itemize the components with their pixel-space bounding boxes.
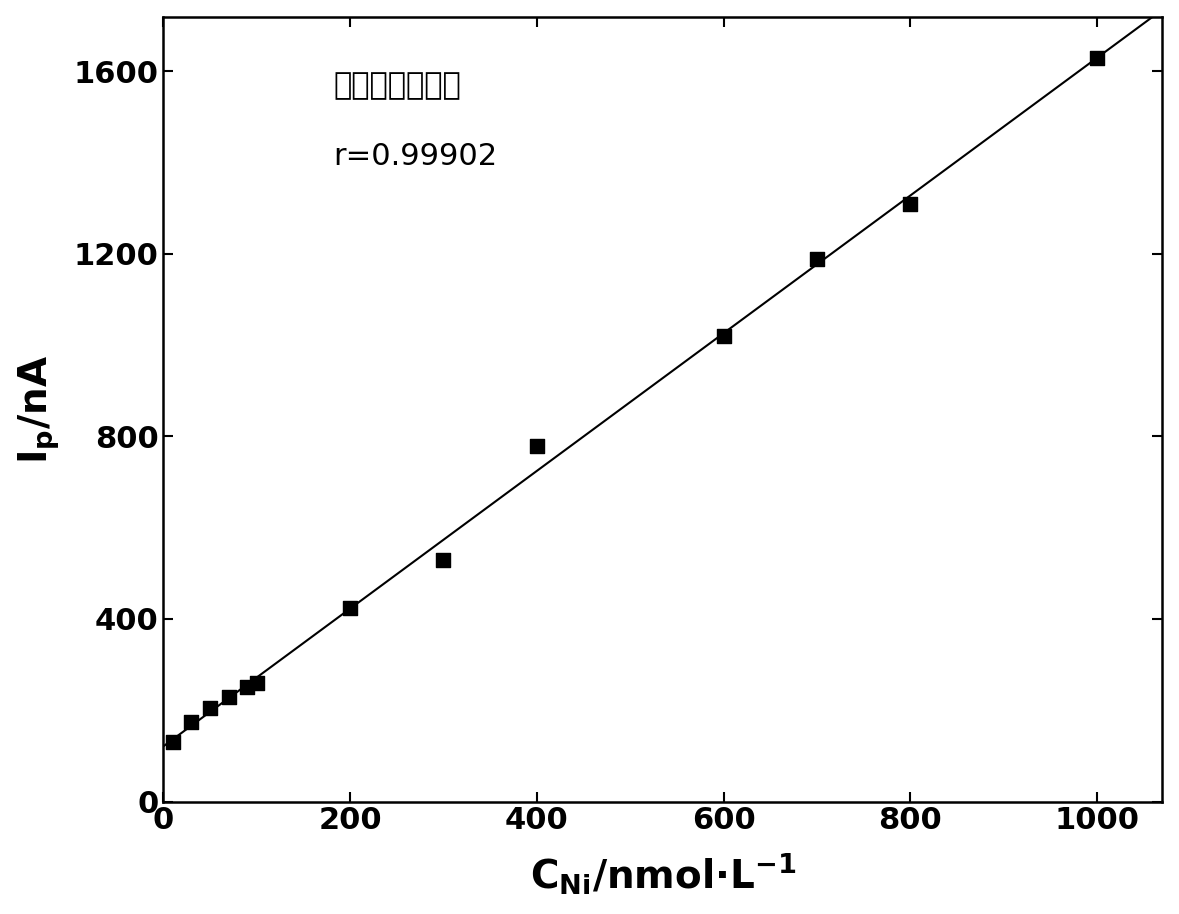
Point xyxy=(901,197,920,211)
Point xyxy=(714,329,733,344)
Point xyxy=(527,439,546,453)
Point xyxy=(808,251,826,266)
Point xyxy=(1087,50,1106,65)
Y-axis label: $\bf{I_p}$/nA: $\bf{I_p}$/nA xyxy=(17,355,62,463)
Point xyxy=(163,735,182,749)
Point xyxy=(434,552,453,567)
Point xyxy=(248,675,266,690)
Point xyxy=(200,701,219,716)
Point xyxy=(182,715,200,729)
Point xyxy=(341,600,360,615)
Point xyxy=(219,689,238,704)
Text: 线性相关系数：: 线性相关系数： xyxy=(334,71,461,101)
Text: r=0.99902: r=0.99902 xyxy=(334,143,498,171)
Point xyxy=(238,680,257,695)
X-axis label: $\bf{C_{Ni}}$/nmol·L$\bf{^{-1}}$: $\bf{C_{Ni}}$/nmol·L$\bf{^{-1}}$ xyxy=(529,852,796,898)
